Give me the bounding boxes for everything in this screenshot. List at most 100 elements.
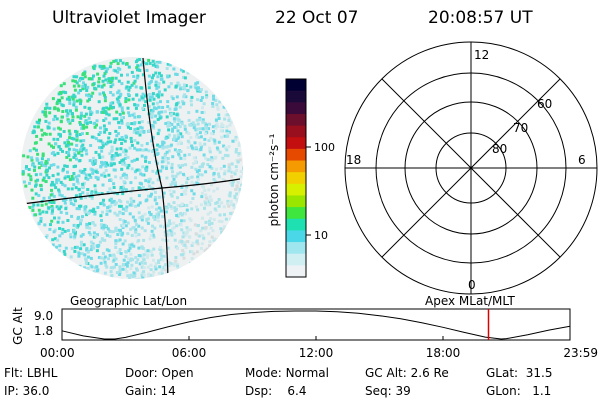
image-pixel xyxy=(76,224,80,227)
image-pixel xyxy=(152,215,156,219)
image-pixel xyxy=(140,265,144,269)
image-pixel xyxy=(104,263,108,267)
image-pixel xyxy=(83,206,87,209)
image-pixel xyxy=(78,264,82,268)
image-pixel xyxy=(121,263,125,266)
image-pixel xyxy=(37,161,41,165)
image-pixel xyxy=(103,271,107,275)
image-pixel xyxy=(187,153,191,157)
image-pixel xyxy=(29,175,33,179)
image-pixel xyxy=(164,268,168,272)
image-pixel xyxy=(118,273,122,276)
image-pixel xyxy=(217,219,221,223)
image-pixel xyxy=(95,269,99,273)
image-pixel xyxy=(66,187,70,191)
image-pixel xyxy=(66,118,70,122)
image-pixel xyxy=(134,260,138,264)
image-pixel xyxy=(114,69,118,73)
image-pixel xyxy=(223,172,227,176)
image-pixel xyxy=(195,132,199,136)
image-pixel xyxy=(184,192,188,196)
image-pixel xyxy=(109,81,113,85)
image-pixel xyxy=(199,203,203,207)
image-pixel xyxy=(126,232,130,236)
image-pixel xyxy=(69,235,73,239)
image-pixel xyxy=(89,232,93,236)
colorbar-segment xyxy=(286,148,306,162)
image-pixel xyxy=(196,224,200,227)
colorbar-segment xyxy=(286,125,306,138)
image-pixel xyxy=(121,61,125,65)
image-pixel xyxy=(109,85,113,89)
image-pixel xyxy=(181,241,185,245)
image-pixel xyxy=(59,134,62,138)
image-pixel xyxy=(205,196,208,200)
image-pixel xyxy=(202,236,206,240)
image-pixel xyxy=(90,265,94,269)
image-pixel xyxy=(182,231,186,235)
image-pixel xyxy=(121,207,125,211)
image-pixel xyxy=(84,176,88,180)
image-pixel xyxy=(186,89,190,93)
image-pixel xyxy=(26,155,30,159)
image-pixel xyxy=(66,229,70,232)
image-pixel xyxy=(190,250,194,254)
image-pixel xyxy=(180,122,184,126)
image-pixel xyxy=(67,151,70,155)
image-pixel xyxy=(148,95,152,99)
image-pixel xyxy=(35,134,39,138)
image-pixel xyxy=(106,67,110,71)
image-pixel xyxy=(131,275,135,278)
image-pixel xyxy=(153,198,157,202)
image-pixel xyxy=(126,221,130,225)
image-pixel xyxy=(68,121,72,125)
image-pixel xyxy=(61,182,65,186)
glon-value: 1.1 xyxy=(532,384,552,398)
image-pixel xyxy=(84,261,88,265)
image-pixel xyxy=(63,184,67,188)
image-pixel xyxy=(185,204,189,207)
image-pixel xyxy=(160,93,164,97)
image-pixel xyxy=(128,246,132,250)
image-pixel xyxy=(74,105,78,109)
image-pixel xyxy=(228,217,232,221)
altitude-y-tick-bottom: 1.8 xyxy=(34,324,53,338)
image-pixel xyxy=(226,109,229,113)
image-pixel xyxy=(78,79,81,83)
image-pixel xyxy=(112,182,116,186)
image-pixel xyxy=(127,163,131,167)
flt-value: LBHL xyxy=(26,366,58,380)
glat-label: GLat: xyxy=(486,366,519,380)
image-pixel xyxy=(197,173,201,176)
image-pixel xyxy=(114,151,118,155)
image-pixel xyxy=(160,272,164,276)
image-pixel xyxy=(68,132,72,136)
image-pixel xyxy=(77,84,81,88)
image-pixel xyxy=(93,210,97,214)
image-pixel xyxy=(102,64,106,68)
image-pixel xyxy=(63,176,67,180)
image-pixel xyxy=(179,150,183,153)
image-pixel xyxy=(173,209,177,213)
image-pixel xyxy=(80,170,84,174)
image-pixel xyxy=(175,73,179,76)
observation-time: 20:08:57 UT xyxy=(428,8,533,28)
image-pixel xyxy=(220,122,224,126)
image-pixel xyxy=(170,123,174,126)
image-pixel xyxy=(120,73,123,77)
image-pixel xyxy=(195,127,199,131)
image-pixel xyxy=(138,58,142,61)
image-pixel xyxy=(51,209,54,213)
image-pixel xyxy=(222,225,226,229)
image-pixel xyxy=(34,213,38,217)
image-pixel xyxy=(52,118,56,122)
image-pixel xyxy=(234,165,238,169)
image-pixel xyxy=(122,180,126,184)
image-pixel xyxy=(121,242,125,246)
image-pixel xyxy=(52,183,56,187)
image-pixel xyxy=(203,142,207,146)
gcalt-label: GC Alt: xyxy=(365,366,407,380)
image-pixel xyxy=(50,188,53,192)
image-pixel xyxy=(109,101,113,105)
colorbar-segment xyxy=(286,90,306,103)
